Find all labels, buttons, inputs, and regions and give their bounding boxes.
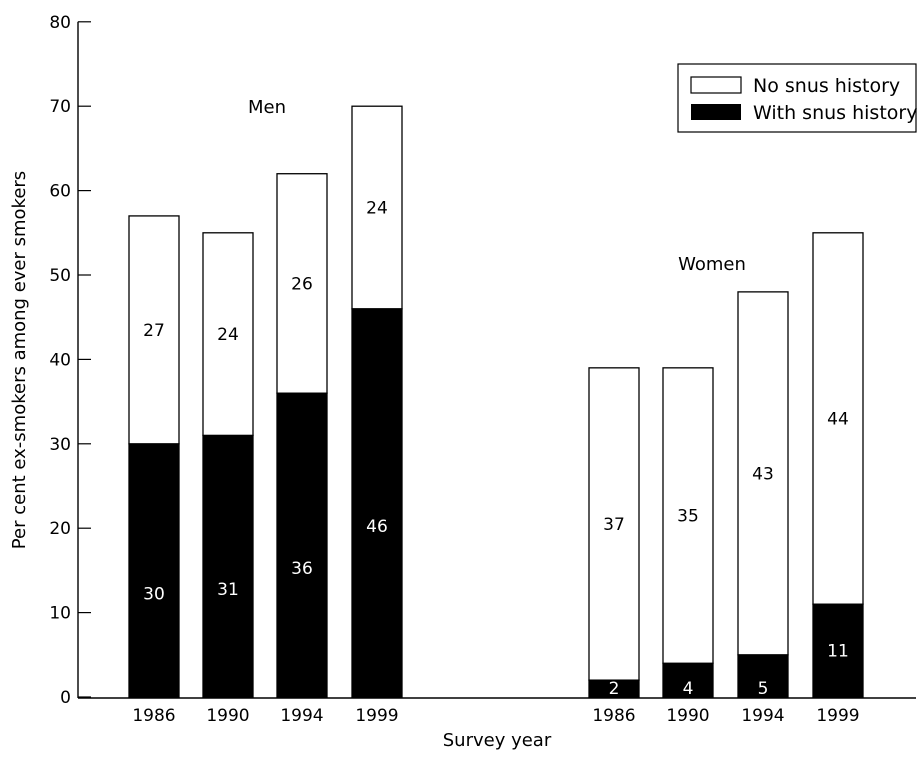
legend-frame xyxy=(677,63,917,133)
bar-no-snus xyxy=(202,232,254,437)
bar-value-label: 11 xyxy=(827,642,849,662)
y-tick-label: 40 xyxy=(49,350,71,370)
y-tick-label: 50 xyxy=(49,266,71,286)
bar-value-label: 26 xyxy=(291,274,313,294)
bar-value-label: 4 xyxy=(683,679,694,699)
bar-no-snus xyxy=(737,291,789,656)
x-tick-label: 1990 xyxy=(206,706,249,726)
legend-label-with-snus: With snus history xyxy=(753,102,917,124)
bar-with-snus xyxy=(737,654,789,698)
bar-no-snus xyxy=(276,173,328,394)
bar-no-snus xyxy=(128,215,180,445)
legend-swatch-with-snus xyxy=(691,104,741,120)
bar-no-snus xyxy=(351,105,403,310)
bar-value-label: 46 xyxy=(366,517,388,537)
y-tick-label: 20 xyxy=(49,519,71,539)
x-tick-label: 1990 xyxy=(666,706,709,726)
bar-value-label: 35 xyxy=(677,507,699,527)
bars: 30 27 31 24 36 26 46 24 2 37 4 35 5 43 11 44 xyxy=(128,105,864,699)
bar-with-snus xyxy=(128,443,180,698)
bar-with-snus xyxy=(276,392,328,698)
x-axis-label: Survey year xyxy=(443,730,552,751)
y-axis: 0 10 20 30 40 50 60 70 80 xyxy=(49,13,916,708)
bar-value-label: 43 xyxy=(752,464,774,484)
y-tick-label: 30 xyxy=(49,435,71,455)
bar-with-snus xyxy=(351,308,403,698)
legend-swatch-no-snus xyxy=(690,76,742,94)
legend: No snus history With snus history xyxy=(677,63,917,133)
bar-value-label: 24 xyxy=(366,198,388,218)
y-tick-label: 80 xyxy=(49,13,71,33)
bar-no-snus xyxy=(812,232,864,605)
x-tick-label: 1994 xyxy=(280,706,323,726)
bar-value-label: 44 xyxy=(827,409,849,429)
y-tick-label: 60 xyxy=(49,182,71,202)
group-labels: Men Women xyxy=(248,97,746,275)
x-tick-label: 1986 xyxy=(132,706,175,726)
bar-value-label: 24 xyxy=(217,325,239,345)
x-tick-label: 1999 xyxy=(355,706,398,726)
bar-value-label: 2 xyxy=(609,679,620,699)
x-tick-label: 1994 xyxy=(741,706,784,726)
bar-value-label: 37 xyxy=(603,515,625,535)
legend-label-no-snus: No snus history xyxy=(753,75,900,97)
bar-no-snus xyxy=(588,367,640,681)
x-tick-label: 1999 xyxy=(816,706,859,726)
bar-with-snus xyxy=(812,603,864,698)
x-tick-label: 1986 xyxy=(592,706,635,726)
bar-with-snus xyxy=(202,434,254,698)
bar-no-snus xyxy=(662,367,714,664)
y-tick-label: 0 xyxy=(60,688,71,708)
bar-value-label: 30 xyxy=(143,584,165,604)
bar-value-label: 31 xyxy=(217,580,239,600)
bar-value-label: 36 xyxy=(291,559,313,579)
bar-value-label: 5 xyxy=(758,679,769,699)
bar-with-snus xyxy=(662,662,714,698)
y-axis-label: Per cent ex-smokers among ever smokers xyxy=(9,171,30,549)
group-label: Men xyxy=(248,97,286,118)
x-tick-labels: 1986 1990 1994 1999 1986 1990 1994 1999 xyxy=(132,706,859,726)
group-label: Women xyxy=(678,254,746,275)
y-tick-label: 10 xyxy=(49,604,71,624)
bar-value-label: 27 xyxy=(143,321,165,341)
y-tick-label: 70 xyxy=(49,97,71,117)
